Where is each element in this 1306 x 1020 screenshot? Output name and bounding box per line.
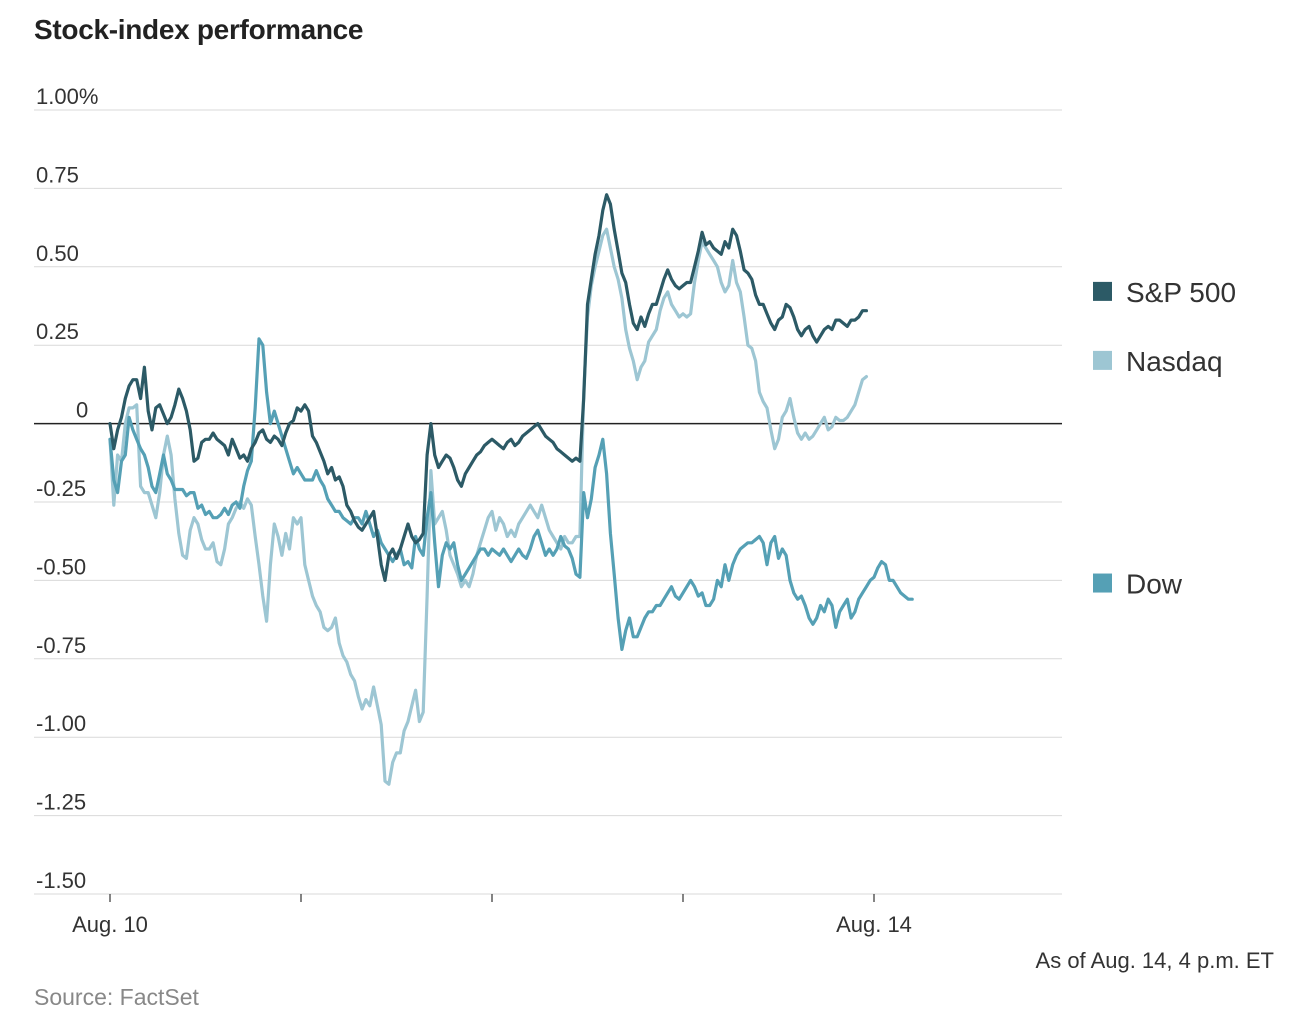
y-tick-label: -0.75	[36, 633, 86, 658]
chart-title: Stock-index performance	[34, 14, 364, 45]
x-tick-label: Aug. 14	[836, 912, 912, 937]
series-line-nasdaq	[108, 227, 868, 786]
series-lines	[108, 193, 914, 786]
legend-swatch-nasdaq	[1093, 350, 1112, 370]
legend-label-s-p-500: S&P 500	[1126, 277, 1236, 308]
y-tick-label: -1.50	[36, 868, 86, 893]
as-of-note: As of Aug. 14, 4 p.m. ET	[1035, 948, 1274, 973]
legend-label-dow: Dow	[1126, 569, 1183, 600]
grid-lines	[34, 109, 1062, 895]
series-line-dow	[108, 337, 914, 651]
x-axis: Aug. 10 Aug. 14	[72, 894, 912, 937]
y-tick-label: -1.00	[36, 711, 86, 736]
y-tick-label: 0.50	[36, 241, 79, 266]
legend-swatch-dow	[1093, 573, 1112, 593]
x-tick-label: Aug. 10	[72, 912, 148, 937]
legend-label-nasdaq: Nasdaq	[1126, 346, 1223, 377]
y-tick-label: 0	[76, 398, 88, 423]
legend: S&P 500 Nasdaq Dow	[1093, 277, 1236, 600]
y-tick-label: -0.50	[36, 554, 86, 579]
y-tick-label: 1.00%	[36, 84, 98, 109]
y-tick-label: 0.75	[36, 162, 79, 187]
series-line-s-p-500	[108, 193, 868, 582]
legend-swatch-s-p-500	[1093, 281, 1112, 301]
source-note: Source: FactSet	[34, 984, 199, 1010]
y-axis: 1.00% 0.75 0.50 0.25 0 -0.25 -0.50 -0.75 -1.00 -1…	[36, 84, 98, 893]
y-tick-label: -0.25	[36, 476, 86, 501]
y-tick-label: -1.25	[36, 790, 86, 815]
y-tick-label: 0.25	[36, 319, 79, 344]
